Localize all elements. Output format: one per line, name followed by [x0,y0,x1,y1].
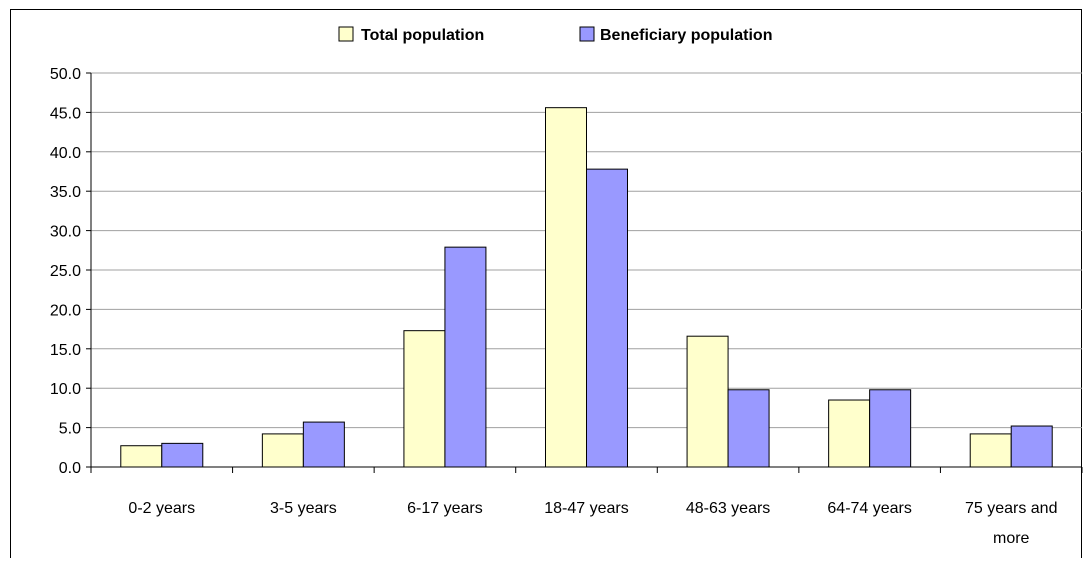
bar-beneficiary [1010,425,1053,468]
bar-total [120,445,163,468]
x-tick-label: 6-17 years [407,500,483,517]
x-tick-label: 48-63 years [686,500,771,517]
bar-beneficiary [869,389,912,468]
legend-swatch-total [338,26,354,42]
x-tick-label: 0-2 years [128,500,195,517]
x-tick-label: 3-5 years [270,500,337,517]
bar-total [686,335,729,468]
bars [120,107,1053,468]
y-tick-label: 10.0 [50,381,81,398]
y-tick-label: 20.0 [50,302,81,319]
y-tick-label: 40.0 [50,145,81,162]
y-tick-label: 50.0 [50,66,81,83]
x-tick-label: 75 years and more [965,500,1058,547]
legend: Total population Beneficiary population [338,26,772,44]
x-tick-label: 18-47 years [544,500,629,517]
x-tick-labels: 0-2 years 3-5 years 6-17 years 18-47 years 4… [128,500,1057,547]
y-tick-label: 15.0 [50,342,81,359]
y-tick-label: 45.0 [50,105,81,122]
bar-beneficiary [302,421,345,468]
y-tick-label: 5.0 [59,421,81,438]
bar-beneficiary [727,389,770,468]
bar-total [261,433,304,468]
bar-total [403,330,446,468]
legend-label-total: Total population [361,27,484,44]
chart-frame [10,9,1082,558]
legend-swatch-beneficiary [579,26,595,42]
bar-total [969,433,1012,468]
y-tick-label: 35.0 [50,184,81,201]
bar-total [828,399,871,468]
y-tick-label: 0.0 [59,460,81,477]
bar-beneficiary [586,168,628,468]
y-tick-label: 30.0 [50,224,81,241]
bar-beneficiary [161,442,204,468]
bar-total [545,107,587,468]
axes [86,72,1083,473]
y-tick-label: 25.0 [50,263,81,280]
legend-label-beneficiary: Beneficiary population [600,27,772,44]
x-tick-label: 64-74 years [827,500,912,517]
y-tick-labels: 0.0 5.0 10.0 15.0 20.0 25.0 30.0 35.0 40.0 45.0 50… [50,66,81,477]
bar-beneficiary [444,246,487,468]
